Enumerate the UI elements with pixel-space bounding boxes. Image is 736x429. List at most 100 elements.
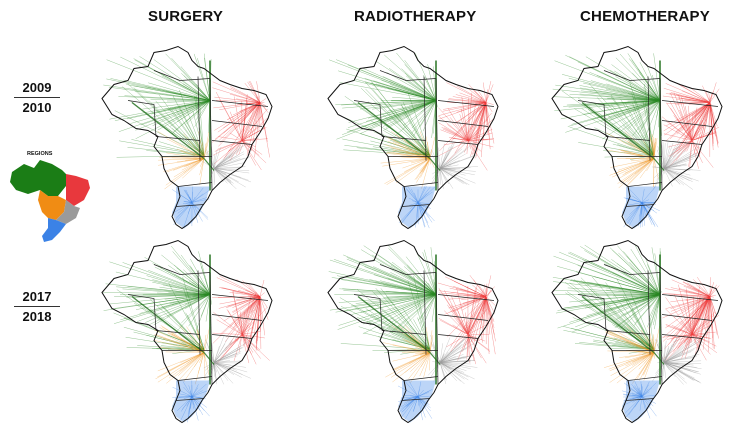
flow-line — [456, 309, 469, 335]
flow-line — [696, 276, 711, 297]
flow-line — [472, 284, 487, 297]
flow-line — [439, 164, 459, 169]
flow-line — [227, 296, 261, 307]
flow-line — [191, 396, 208, 408]
flow-line — [663, 147, 683, 169]
flow-line — [467, 112, 492, 141]
flow-line — [663, 145, 676, 169]
flow-line — [467, 323, 490, 335]
state-border — [211, 294, 269, 301]
flow-line — [214, 96, 261, 103]
flow-line — [152, 100, 211, 126]
flow-line — [608, 100, 661, 122]
flow-line — [691, 132, 702, 141]
flow-line — [347, 100, 437, 128]
flow-line — [439, 351, 449, 363]
flow-line — [116, 155, 205, 158]
flow-line — [666, 325, 693, 335]
flow-line — [180, 396, 193, 412]
flow-line — [561, 74, 661, 101]
flow-line — [428, 347, 441, 363]
flow-line — [241, 140, 256, 148]
flow-line — [368, 101, 431, 156]
flow-line — [254, 102, 261, 158]
flow-line — [484, 296, 487, 312]
flow-line — [259, 98, 267, 103]
flow-line — [641, 396, 657, 417]
flow-trunk — [203, 352, 215, 365]
flow-line — [219, 102, 261, 111]
flow-line — [629, 82, 655, 156]
flow-line — [373, 266, 437, 295]
flow-line — [193, 352, 205, 368]
flow-line — [571, 100, 661, 125]
flow-line — [673, 92, 693, 141]
flow-line — [663, 168, 675, 182]
flow-line — [114, 294, 211, 297]
flow-line — [196, 139, 205, 159]
flow-line — [666, 102, 693, 141]
flow-line — [407, 91, 431, 156]
state-border — [437, 140, 479, 145]
flow-line — [663, 168, 691, 176]
flow-line — [184, 189, 193, 203]
flow-line — [402, 100, 437, 126]
flow-line — [485, 81, 492, 103]
flow-line — [171, 100, 211, 135]
flow-line — [216, 100, 261, 103]
flow-line — [617, 310, 655, 350]
state-border — [197, 76, 201, 161]
flow-line — [687, 105, 693, 141]
flow-line — [663, 338, 697, 363]
flow-line — [160, 294, 211, 308]
flow-line — [365, 88, 431, 156]
flow-line — [477, 89, 487, 103]
flow-line — [213, 145, 244, 169]
flow-line — [448, 137, 469, 141]
flow-line — [152, 263, 211, 295]
flow-line — [641, 202, 646, 226]
flow-line — [219, 102, 261, 141]
flow-line — [635, 294, 661, 324]
flow-line — [674, 294, 693, 335]
flow-line — [594, 276, 661, 295]
flow-line — [610, 96, 655, 156]
flow-line — [653, 168, 665, 190]
flow-line — [637, 387, 643, 397]
flow-line — [416, 158, 431, 183]
flow-line — [622, 158, 655, 176]
flow-line — [371, 291, 431, 350]
flow-line — [157, 131, 205, 159]
flow-line — [122, 262, 211, 295]
flow-line — [577, 294, 661, 321]
flow-line — [641, 387, 653, 397]
flow-line — [639, 62, 661, 101]
flow-line — [663, 154, 697, 169]
flow-line — [449, 117, 469, 141]
flow-line — [691, 299, 704, 335]
flow-line — [709, 284, 717, 297]
flow-line — [631, 92, 655, 156]
flow-line — [177, 352, 205, 382]
flow-line — [254, 296, 261, 311]
flow-line — [475, 102, 487, 142]
flow-line — [638, 352, 655, 376]
flow-line — [424, 249, 437, 295]
flow-line — [457, 334, 469, 361]
flow-line — [663, 334, 693, 364]
flow-line — [178, 352, 205, 376]
state-border — [423, 76, 427, 161]
flow-line — [671, 279, 711, 297]
state-border — [209, 272, 213, 385]
flow-line — [641, 396, 657, 404]
flow-line — [159, 286, 211, 295]
flow-line — [241, 127, 267, 141]
state-border — [647, 76, 651, 161]
flow-trunk — [131, 101, 205, 160]
flow-line — [406, 273, 437, 295]
flow-line — [213, 168, 224, 183]
flow-line — [241, 102, 261, 136]
flow-line — [385, 295, 431, 350]
flow-line — [408, 352, 431, 379]
period-label-first: 2009 2010 — [14, 80, 60, 115]
